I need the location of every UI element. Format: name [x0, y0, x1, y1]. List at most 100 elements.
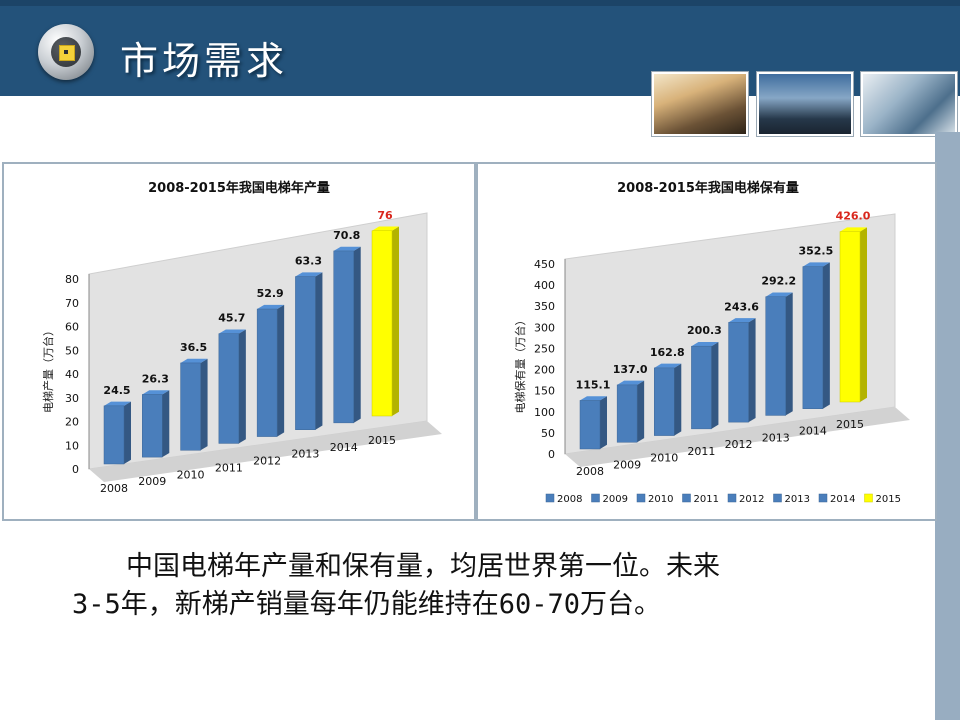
- y-tick-label: 150: [534, 385, 555, 398]
- bar-top: [295, 272, 323, 277]
- bar-side: [315, 272, 323, 430]
- x-tick-label: 2009: [613, 458, 641, 471]
- y-tick-label: 100: [534, 406, 555, 419]
- x-tick-label: 2012: [725, 438, 753, 451]
- bar: [218, 333, 240, 444]
- bar: [333, 250, 354, 424]
- x-tick-label: 2013: [762, 431, 790, 444]
- y-tick-label: 450: [534, 258, 555, 271]
- logo-icon: [38, 24, 94, 80]
- building-night-photo: [757, 72, 853, 136]
- data-label: 76: [377, 209, 393, 222]
- bar-top: [691, 341, 719, 347]
- data-label: 24.5: [103, 384, 130, 397]
- y-tick-label: 250: [534, 342, 555, 355]
- y-tick-label: 350: [534, 300, 555, 313]
- bar: [142, 394, 163, 458]
- bar-top: [765, 292, 793, 297]
- bar-top: [654, 363, 682, 368]
- data-label: 26.3: [142, 372, 169, 385]
- escalator-photo: [652, 72, 748, 136]
- bar-side: [674, 363, 682, 436]
- x-tick-label: 2014: [330, 441, 358, 454]
- legend-swatch: [682, 493, 691, 503]
- legend-swatch: [727, 493, 737, 503]
- data-label: 200.3: [687, 324, 722, 337]
- header-bar: 市场需求: [0, 0, 960, 96]
- x-tick-label: 2011: [687, 445, 715, 458]
- x-tick-label: 2008: [100, 482, 128, 495]
- body-text-line-2: 3-5年，新梯产销量每年仍能维持在60-70万台。: [72, 589, 662, 620]
- bar: [579, 400, 601, 450]
- bar-side: [822, 262, 830, 409]
- bar-side: [353, 246, 361, 423]
- x-tick-label: 2013: [291, 448, 319, 461]
- y-tick-label: 0: [548, 448, 555, 461]
- bar: [256, 308, 278, 437]
- legend-label: 2014: [830, 494, 855, 505]
- data-label: 45.7: [218, 312, 245, 325]
- y-tick-label: 70: [65, 297, 79, 310]
- bar-top: [104, 401, 131, 406]
- bar-top: [142, 390, 170, 395]
- inventory-chart-panel: 2008-2015年我国电梯保有量 电梯保有量（万台） 0 50 100 150 200 25…: [476, 162, 937, 521]
- legend-label: 2009: [603, 494, 628, 505]
- bar: [103, 405, 125, 465]
- bar-side: [200, 358, 208, 451]
- bar-side: [637, 380, 645, 443]
- logo-square: [59, 45, 75, 61]
- y-tick-label: 0: [72, 463, 79, 476]
- bar-top: [840, 227, 867, 232]
- y-tick-label: 40: [65, 368, 79, 381]
- data-label: 63.3: [295, 255, 322, 268]
- legend-swatch: [545, 493, 555, 503]
- data-label: 137.0: [613, 363, 648, 376]
- bar: [371, 230, 393, 417]
- bar: [728, 322, 749, 423]
- bar-top: [333, 246, 361, 251]
- legend-swatch: [818, 493, 828, 503]
- bar-side: [860, 227, 867, 402]
- data-label: 52.9: [257, 287, 284, 300]
- bar-top: [617, 380, 645, 385]
- bar-side: [748, 318, 756, 423]
- bar-top: [580, 396, 607, 401]
- bar-side: [600, 396, 607, 449]
- legend-label: 2008: [557, 494, 582, 505]
- data-label: 115.1: [576, 378, 611, 391]
- bar-top: [802, 262, 830, 267]
- bar: [180, 362, 201, 451]
- data-label: 162.8: [650, 346, 685, 359]
- slide-title: 市场需求: [120, 39, 289, 83]
- y-tick-label: 80: [65, 273, 79, 286]
- right-side-bar: [935, 132, 960, 720]
- legend-label: 2010: [648, 494, 673, 505]
- y-tick-label: 300: [534, 321, 555, 334]
- legend-label: 2012: [739, 494, 764, 505]
- body-text: 中国电梯年产量和保有量，均居世界第一位。未来 3-5年，新梯产销量每年仍能维持在…: [72, 548, 912, 624]
- y-tick-label: 10: [65, 439, 79, 452]
- data-label: 426.0: [836, 210, 871, 223]
- x-tick-label: 2014: [799, 425, 827, 438]
- bar: [654, 367, 675, 436]
- bar-top: [372, 226, 399, 231]
- x-tick-label: 2011: [215, 461, 243, 474]
- logo-inner: [51, 37, 81, 67]
- glass-building-photo: [861, 72, 957, 136]
- bar-top: [218, 329, 246, 334]
- bar-top: [728, 318, 756, 323]
- data-label: 292.2: [761, 275, 796, 288]
- legend-label: 2011: [694, 494, 719, 505]
- x-tick-label: 2015: [836, 418, 864, 431]
- y-tick-label: 50: [541, 427, 555, 440]
- chart-floor: [89, 421, 442, 482]
- y-tick-label: 20: [65, 416, 79, 429]
- y-tick-label: 200: [534, 364, 555, 377]
- data-label: 352.5: [798, 245, 833, 258]
- legend-label: 2013: [785, 494, 810, 505]
- legend-swatch: [591, 493, 600, 503]
- bar-side: [277, 304, 285, 437]
- y-axis-label: 电梯产量（万台）: [41, 325, 55, 413]
